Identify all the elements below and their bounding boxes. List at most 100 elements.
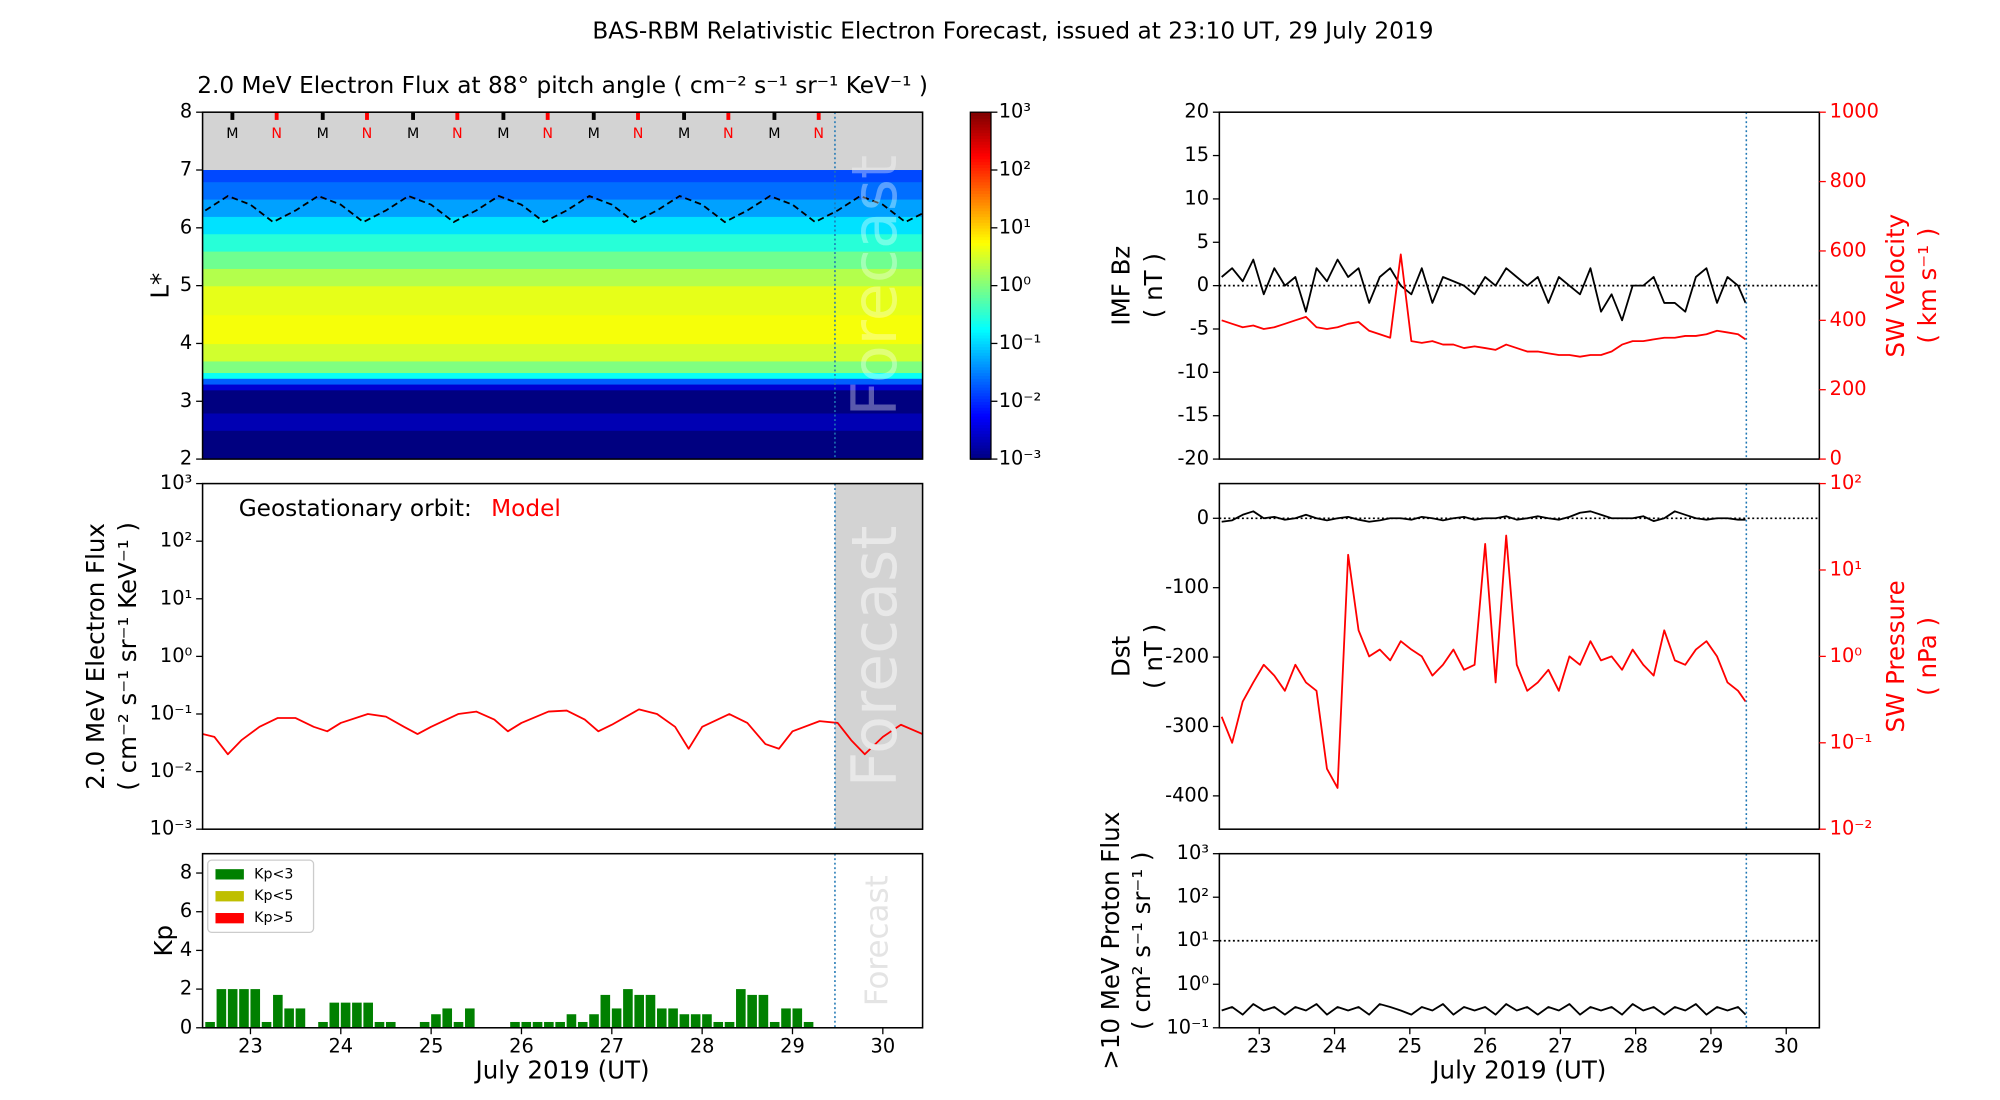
colorbar-swatch: [970, 279, 991, 284]
kp-bar: [702, 1014, 712, 1028]
colorbar-swatch: [970, 421, 991, 426]
colorbar-swatch: [970, 297, 991, 301]
series-line: [1221, 1003, 1747, 1016]
y-tick-label: 2: [180, 447, 192, 470]
colorbar-swatch: [970, 392, 991, 397]
colorbar-swatch: [970, 230, 991, 235]
y-tick-label: -300: [1165, 714, 1209, 737]
colorbar-swatch: [970, 181, 991, 186]
heatmap-cell: [202, 372, 923, 379]
colorbar-swatch: [970, 236, 991, 241]
time-marker-label: M: [497, 126, 509, 142]
y-tick-label: 0: [1197, 506, 1209, 529]
colorbar-swatch: [970, 323, 991, 327]
colorbar-swatch: [970, 360, 991, 365]
colorbar-swatch: [970, 155, 991, 160]
y-tick-label: 15: [1184, 143, 1209, 166]
time-marker-label: N: [271, 126, 282, 142]
time-marker-label: M: [226, 126, 238, 142]
kp-bar: [465, 1008, 475, 1028]
colorbar-swatch: [970, 337, 991, 342]
kp-bar: [758, 994, 769, 1028]
kp-bar: [656, 1008, 667, 1028]
colorbar-swatch: [970, 409, 991, 414]
colorbar-swatch: [970, 302, 991, 307]
colorbar-swatch: [970, 372, 991, 377]
kp-bar: [352, 1002, 362, 1028]
colorbar-swatch: [970, 204, 991, 209]
y2-tick-label: 10¹: [1830, 557, 1862, 580]
colorbar-swatch: [970, 311, 991, 316]
colorbar-swatch: [970, 265, 991, 270]
y-tick-label: 10³: [1177, 841, 1209, 864]
y-axis-label: L*: [145, 273, 174, 299]
colorbar-swatch: [970, 363, 991, 368]
y2-axis-label: SW Pressure: [1881, 580, 1910, 732]
colorbar-swatch: [970, 239, 991, 244]
colorbar-swatch: [970, 213, 991, 218]
kp-bar: [205, 1021, 215, 1028]
colorbar-swatch: [970, 314, 991, 319]
legend-swatch: [215, 869, 244, 880]
colorbar-swatch: [970, 355, 991, 359]
colorbar-swatch: [970, 158, 991, 163]
colorbar-swatch: [970, 210, 991, 215]
colorbar-swatch: [970, 242, 991, 246]
colorbar-swatch: [970, 190, 991, 194]
colorbar-swatch: [970, 352, 991, 356]
series-line: [1221, 258, 1747, 322]
colorbar-swatch: [970, 152, 991, 157]
kp-bar: [690, 1014, 701, 1028]
heatmap-cell: [202, 170, 923, 183]
plot-area: [1219, 483, 1820, 830]
x-tick-label: 23: [238, 1035, 263, 1058]
y-tick-label: 10⁻¹: [1166, 1015, 1209, 1038]
y-axis-label: 2.0 MeV Electron Flux: [81, 523, 110, 790]
colorbar-swatch: [970, 117, 991, 122]
y-tick-label: 10⁻³: [150, 817, 193, 840]
forecast-label: Forecast: [839, 155, 911, 417]
colorbar-swatch: [970, 285, 991, 290]
colorbar-swatch: [970, 375, 991, 379]
colorbar-swatch: [970, 366, 991, 371]
colorbar-swatch: [970, 401, 991, 405]
colorbar-swatch: [970, 115, 991, 119]
colorbar-swatch: [970, 412, 991, 417]
x-tick-label: 24: [328, 1035, 353, 1058]
heatmap-cell: [202, 198, 923, 217]
colorbar-swatch: [970, 256, 991, 261]
x-tick-label: 25: [1398, 1035, 1423, 1058]
y-tick-label: -15: [1177, 403, 1209, 426]
kp-bar: [239, 989, 249, 1028]
kp-bar: [532, 1021, 543, 1028]
y-tick-label: 10¹: [160, 586, 192, 609]
axes-frame: [1218, 482, 1821, 830]
colorbar-swatch: [970, 456, 991, 460]
y2-tick-label: 0: [1830, 447, 1842, 470]
y-axis-label: ( cm² s⁻¹ sr⁻¹ ): [1127, 851, 1156, 1029]
x-axis-label: July 2019 (UT): [1430, 1056, 1606, 1085]
colorbar-swatch: [970, 427, 991, 431]
colorbar-swatch: [970, 369, 991, 374]
y-tick-label: 10: [1184, 186, 1209, 209]
colorbar-swatch: [970, 415, 991, 420]
kp-bar: [566, 1014, 577, 1028]
colorbar-swatch: [970, 386, 991, 391]
y-tick-label: 10¹: [1177, 928, 1209, 951]
colorbar-swatch: [970, 172, 991, 177]
kp-bar: [645, 994, 656, 1028]
time-marker-label: N: [723, 126, 734, 142]
y-tick-label: 4: [180, 938, 192, 961]
colorbar-swatch: [970, 146, 991, 151]
time-marker-label: N: [633, 126, 644, 142]
kp-bar: [792, 1008, 803, 1028]
legend-label: Kp<3: [254, 866, 293, 882]
y-tick-label: 20: [1184, 100, 1209, 123]
kp-bar: [747, 994, 757, 1028]
heatmap-cell: [202, 343, 923, 362]
y2-tick-label: 10⁻¹: [1830, 730, 1873, 753]
colorbar-swatch: [970, 248, 991, 252]
colorbar-swatch: [970, 433, 991, 437]
y-tick-label: 8: [180, 861, 192, 884]
